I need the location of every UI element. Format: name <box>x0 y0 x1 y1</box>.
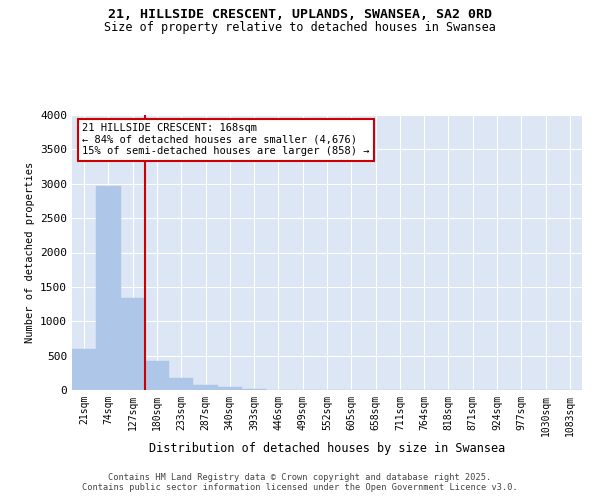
Text: Size of property relative to detached houses in Swansea: Size of property relative to detached ho… <box>104 21 496 34</box>
Text: 21 HILLSIDE CRESCENT: 168sqm
← 84% of detached houses are smaller (4,676)
15% of: 21 HILLSIDE CRESCENT: 168sqm ← 84% of de… <box>82 123 370 156</box>
Bar <box>145 361 169 390</box>
Bar <box>72 350 96 390</box>
Bar <box>121 298 145 390</box>
Text: 21, HILLSIDE CRESCENT, UPLANDS, SWANSEA, SA2 0RD: 21, HILLSIDE CRESCENT, UPLANDS, SWANSEA,… <box>108 8 492 20</box>
Bar <box>169 378 193 390</box>
Text: Contains HM Land Registry data © Crown copyright and database right 2025.
Contai: Contains HM Land Registry data © Crown c… <box>82 473 518 492</box>
Bar <box>193 384 218 390</box>
Bar <box>242 389 266 390</box>
X-axis label: Distribution of detached houses by size in Swansea: Distribution of detached houses by size … <box>149 442 505 454</box>
Bar <box>218 387 242 390</box>
Y-axis label: Number of detached properties: Number of detached properties <box>25 162 35 343</box>
Bar <box>96 186 121 390</box>
